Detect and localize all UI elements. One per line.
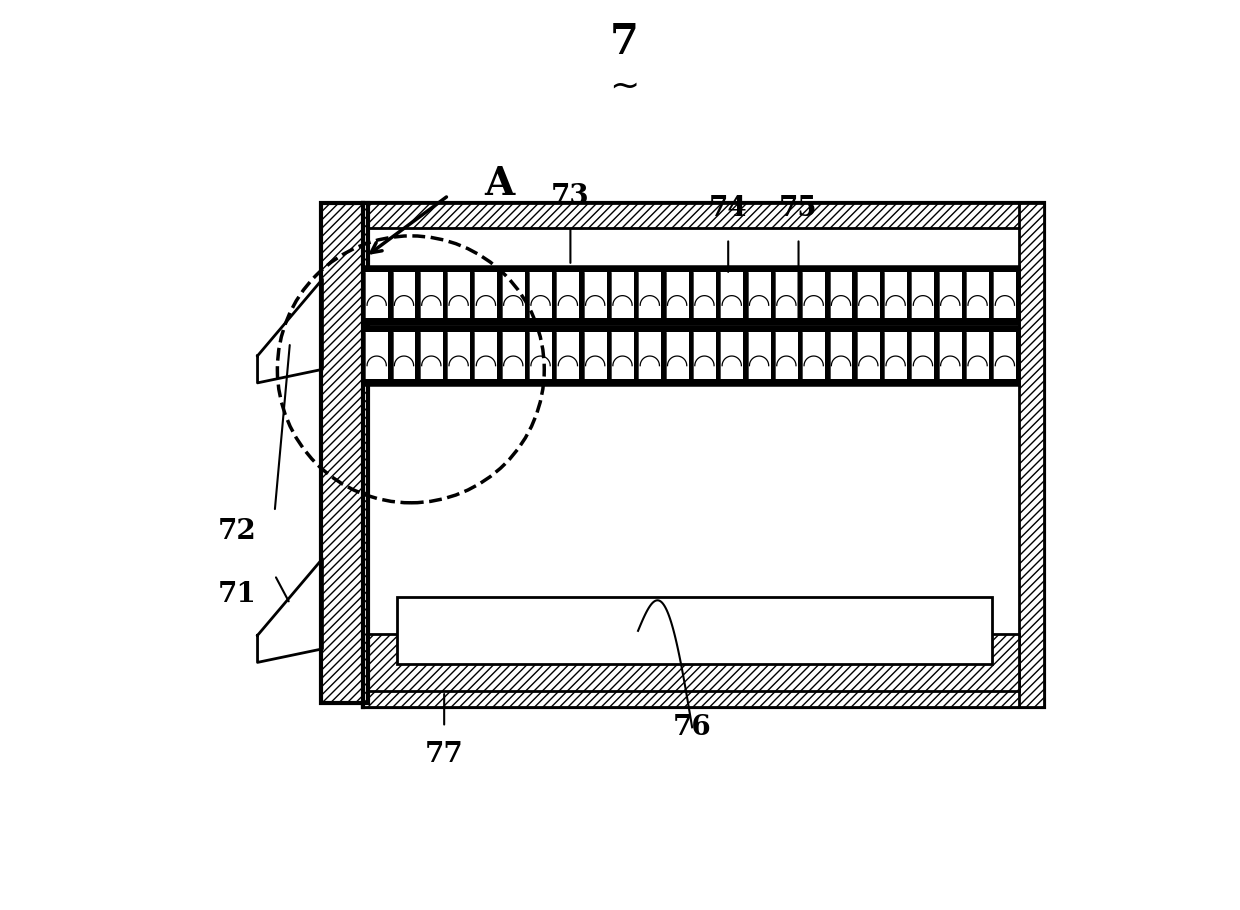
Bar <box>611 332 634 379</box>
Bar <box>911 332 935 379</box>
Bar <box>397 597 992 664</box>
Text: 7: 7 <box>610 21 639 63</box>
Bar <box>720 271 743 318</box>
Bar <box>748 271 770 318</box>
Text: A: A <box>485 166 515 204</box>
Text: 72: 72 <box>217 518 257 545</box>
Bar <box>584 271 606 318</box>
Bar <box>420 271 443 318</box>
Bar <box>448 271 470 318</box>
Bar <box>529 332 552 379</box>
Text: 73: 73 <box>551 183 590 209</box>
Bar <box>363 634 1018 692</box>
Bar <box>475 332 497 379</box>
Bar <box>502 332 525 379</box>
Bar <box>830 332 852 379</box>
Bar <box>393 332 415 379</box>
Bar <box>993 332 1017 379</box>
Bar <box>939 332 962 379</box>
Bar <box>666 271 688 318</box>
Bar <box>884 332 908 379</box>
Bar <box>802 271 825 318</box>
Bar <box>939 271 962 318</box>
Bar <box>802 332 825 379</box>
Bar <box>393 271 415 318</box>
Bar <box>420 332 443 379</box>
Text: 77: 77 <box>425 741 464 768</box>
Bar <box>557 271 579 318</box>
Bar <box>557 332 579 379</box>
Bar <box>966 271 990 318</box>
Bar <box>363 326 1018 385</box>
Bar <box>363 682 1044 707</box>
Bar <box>884 271 908 318</box>
Text: 74: 74 <box>709 196 748 222</box>
Bar <box>321 203 367 703</box>
Bar <box>775 332 797 379</box>
Bar <box>639 271 661 318</box>
Bar <box>857 271 880 318</box>
Bar <box>666 332 688 379</box>
Bar <box>475 271 497 318</box>
Bar <box>830 271 852 318</box>
Polygon shape <box>258 559 322 662</box>
Bar <box>857 332 880 379</box>
Bar <box>1018 203 1044 707</box>
Bar <box>502 271 525 318</box>
Bar <box>775 271 797 318</box>
Bar <box>911 271 935 318</box>
Text: 76: 76 <box>673 713 712 741</box>
Bar <box>720 332 743 379</box>
Bar <box>639 332 661 379</box>
Bar <box>363 203 1044 228</box>
Bar <box>448 332 470 379</box>
Text: 71: 71 <box>217 581 257 608</box>
Bar <box>693 271 715 318</box>
Bar <box>363 203 1044 707</box>
Bar <box>363 266 1018 324</box>
Bar <box>611 271 634 318</box>
Text: 75: 75 <box>779 196 818 222</box>
Bar <box>993 271 1017 318</box>
Polygon shape <box>258 279 322 383</box>
Bar <box>693 332 715 379</box>
Bar <box>529 271 552 318</box>
Bar <box>366 271 388 318</box>
Text: ~: ~ <box>609 69 640 104</box>
Bar <box>366 332 388 379</box>
Bar <box>584 332 606 379</box>
Bar <box>748 332 770 379</box>
Bar <box>966 332 990 379</box>
